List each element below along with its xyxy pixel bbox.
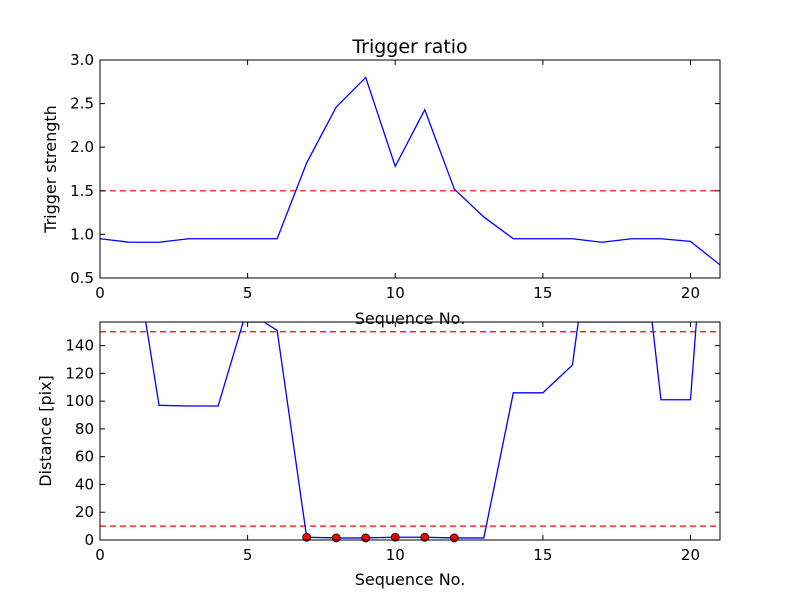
x-tick-label: 5: [243, 546, 253, 564]
y-tick-label: 120: [65, 364, 94, 382]
y-tick-label: 140: [65, 337, 94, 355]
y-tick-label: 0.5: [70, 269, 94, 287]
data-point-marker: [449, 533, 459, 543]
plot-area: 0 5 10 15 20 0.5 1.0 1.5 2.0 2.5 3.0: [70, 51, 721, 302]
y-tick-label: 60: [75, 448, 94, 466]
axes-frame: [99, 321, 721, 541]
y-tick-label: 0: [84, 531, 94, 549]
y-tick-label: 20: [75, 503, 94, 521]
x-axis-label: Sequence No.: [355, 309, 466, 328]
x-tick-label: 0: [95, 284, 105, 302]
y-tick-label: 40: [75, 475, 94, 493]
series-line: [100, 76, 720, 266]
x-tick-label: 5: [243, 284, 253, 302]
x-tick-label: 15: [533, 284, 552, 302]
y-tick-label: 2.5: [70, 95, 94, 113]
y-tick-label: 80: [75, 420, 94, 438]
y-tick-label: 100: [65, 392, 94, 410]
plot-area: 0 5 10 15 20 0 20 40 60 80 100 120 140: [65, 321, 721, 564]
data-point-marker: [361, 533, 371, 543]
x-axis-label: Sequence No.: [355, 570, 466, 589]
y-tick-label: 3.0: [70, 51, 94, 69]
x-tick-label: 10: [386, 546, 405, 564]
y-axis-label: Trigger strength: [41, 105, 60, 234]
y-tick-label: 1.5: [70, 182, 94, 200]
distance-plot: Sequence No. Distance [pix] 0 5 10 15 20 0 20 4…: [36, 321, 721, 589]
axes-frame: [99, 59, 721, 279]
data-point-marker: [302, 532, 312, 542]
series-line: [145, 322, 698, 539]
x-tick-label: 20: [681, 284, 700, 302]
x-tick-label: 10: [386, 284, 405, 302]
trigger-ratio-plot: Trigger ratio Sequence No. Trigger stren…: [41, 36, 721, 328]
data-point-marker: [420, 532, 430, 542]
y-tick-label: 2.0: [70, 138, 94, 156]
chart-title: Trigger ratio: [351, 36, 467, 58]
y-tick-label: 1.0: [70, 225, 94, 243]
x-tick-label: 0: [95, 546, 105, 564]
y-axis-label: Distance [pix]: [36, 375, 55, 487]
x-tick-label: 15: [533, 546, 552, 564]
x-tick-label: 20: [681, 546, 700, 564]
data-point-marker: [331, 533, 341, 543]
